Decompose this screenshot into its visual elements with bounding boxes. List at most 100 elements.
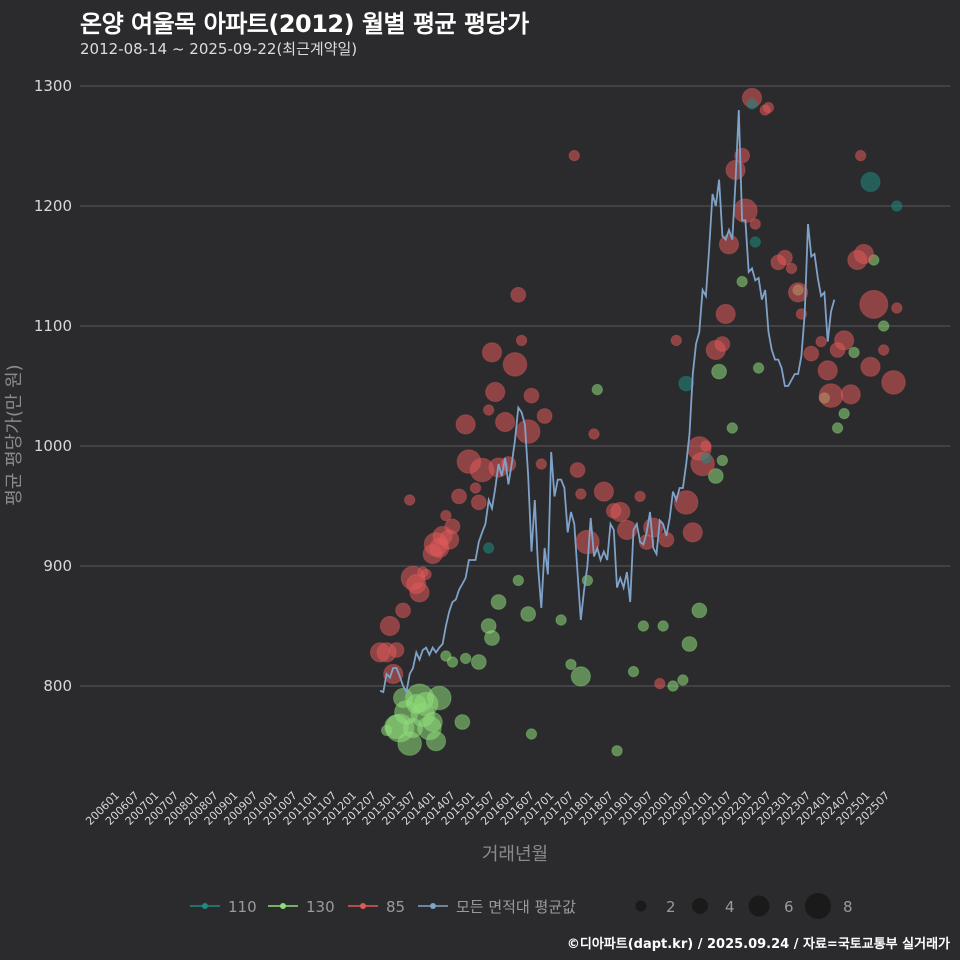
point-series-85 — [536, 408, 553, 424]
point-series-85 — [403, 494, 416, 506]
point-series-110 — [678, 375, 695, 392]
point-series-130 — [484, 630, 500, 646]
point-series-130 — [877, 320, 890, 332]
point-series-110 — [482, 542, 495, 554]
point-series-130 — [838, 407, 850, 420]
point-series-130 — [565, 658, 577, 671]
point-series-130 — [736, 275, 748, 288]
legend-swatch-dot — [202, 903, 208, 909]
point-series-130 — [440, 650, 452, 662]
point-series-85 — [714, 336, 731, 352]
point-series-130 — [627, 665, 640, 678]
point-series-85 — [535, 458, 548, 470]
point-series-85 — [588, 428, 600, 440]
point-series-85 — [515, 419, 541, 444]
point-series-130 — [831, 422, 844, 434]
point-series-85 — [610, 501, 631, 523]
point-series-130 — [520, 606, 537, 622]
point-series-130 — [667, 680, 679, 692]
point-series-130 — [716, 454, 729, 467]
point-series-130 — [637, 620, 650, 632]
point-series-130 — [570, 666, 591, 687]
size-legend-label: 2 — [666, 898, 676, 916]
point-series-130 — [490, 594, 507, 610]
point-series-85 — [673, 490, 699, 515]
point-series-110 — [749, 236, 761, 248]
point-series-85 — [834, 330, 855, 351]
point-series-85 — [420, 568, 432, 581]
point-series-85 — [818, 383, 844, 408]
y-tick-labels: 800 900 1000 1100 1200 1300 — [34, 77, 72, 695]
y-axis-label: 평균 평당가(만 원) — [4, 364, 25, 505]
size-legend-label: 6 — [784, 898, 794, 916]
y-tick-label: 800 — [43, 677, 72, 695]
point-series-85 — [379, 615, 401, 637]
point-series-85 — [634, 490, 646, 503]
point-series-130 — [681, 636, 698, 652]
point-series-85 — [817, 360, 838, 381]
point-series-85 — [881, 370, 906, 395]
point-series-85 — [455, 414, 476, 435]
point-series-85 — [654, 677, 666, 690]
point-series-85 — [860, 356, 881, 377]
point-series-130 — [707, 468, 724, 484]
chart-subtitle: 2012-08-14 ~ 2025-09-22(최근계약일) — [80, 40, 358, 58]
point-series-85 — [787, 282, 809, 303]
point-series-110 — [891, 200, 903, 212]
point-series-85 — [877, 344, 890, 356]
point-series-85 — [502, 352, 528, 377]
data-points — [369, 87, 906, 757]
chart-title: 온양 여울목 아파트(2012) 월별 평균 평당가 — [80, 10, 529, 38]
point-series-85 — [815, 335, 827, 348]
y-tick-label: 1000 — [34, 437, 72, 455]
point-series-85 — [569, 462, 586, 478]
legend-swatch-dot — [360, 903, 366, 909]
point-series-85 — [469, 482, 482, 494]
point-series-130 — [752, 362, 765, 374]
point-series-85 — [523, 387, 540, 404]
point-series-130 — [726, 422, 738, 434]
point-series-85 — [409, 582, 430, 603]
x-axis-label: 거래년월 — [482, 844, 548, 865]
point-series-85 — [682, 522, 703, 543]
point-series-85 — [485, 381, 506, 403]
point-series-85 — [395, 602, 411, 619]
point-series-110 — [860, 171, 881, 193]
point-series-85 — [859, 289, 889, 319]
x-tick-labels: 2006012006072007012007072008012008072009… — [83, 789, 892, 828]
average-price-line — [379, 109, 836, 695]
legend-label: 130 — [306, 898, 335, 916]
legend-swatch-dot — [280, 903, 286, 909]
legend-label: 85 — [386, 898, 405, 916]
point-series-85 — [616, 519, 638, 541]
source-caption: ©디아파트(dapt.kr) / 2025.09.24 / 자료=국토교통부 실… — [566, 937, 950, 952]
point-series-85 — [444, 518, 461, 535]
legend-label: 모든 면적대 평균값 — [456, 898, 576, 916]
point-series-85 — [515, 334, 528, 347]
point-series-85 — [715, 303, 736, 325]
point-series-85 — [718, 234, 740, 255]
point-series-130 — [446, 656, 459, 668]
y-tick-label: 1300 — [34, 77, 72, 95]
y-tick-label: 1100 — [34, 317, 72, 335]
point-series-85 — [777, 249, 793, 266]
point-series-130 — [470, 654, 487, 670]
point-series-85 — [388, 642, 405, 658]
point-series-130 — [611, 745, 623, 757]
point-series-85 — [383, 663, 404, 685]
point-series-130 — [677, 674, 689, 686]
point-series-110 — [700, 452, 712, 464]
size-legend-circle — [748, 895, 770, 917]
point-series-85 — [593, 481, 614, 502]
point-series-130 — [422, 711, 443, 733]
point-series-85 — [785, 262, 798, 275]
point-series-85 — [854, 149, 867, 162]
point-series-85 — [762, 101, 775, 114]
point-series-85 — [470, 494, 487, 511]
size-legend-circle — [692, 898, 708, 914]
legend-label: 110 — [228, 898, 257, 916]
point-series-85 — [482, 404, 495, 416]
grid-lines — [80, 85, 950, 687]
size-legend-label: 4 — [725, 898, 735, 916]
point-series-130 — [454, 714, 471, 730]
